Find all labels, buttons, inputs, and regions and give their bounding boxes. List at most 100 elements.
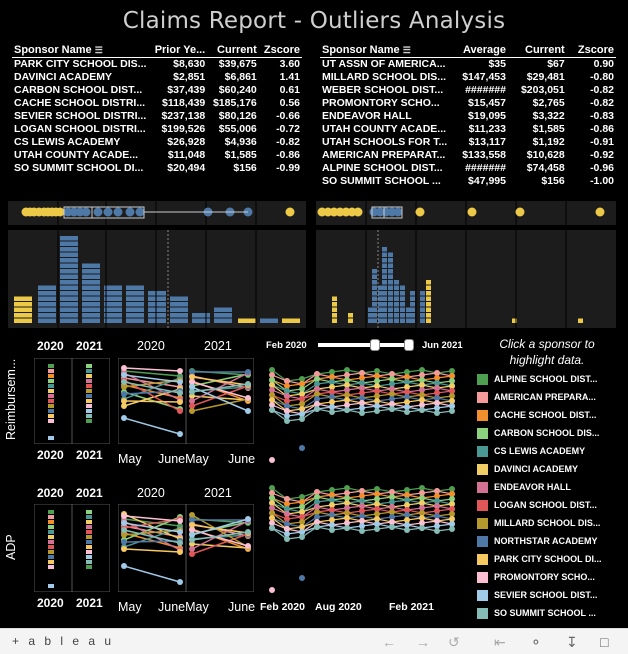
histogram-block bbox=[238, 318, 256, 323]
slope-line bbox=[123, 515, 181, 522]
table-row[interactable]: DAVINCI ACADEMY $2,851 $6,861 1.41 bbox=[12, 71, 302, 84]
timeline-point bbox=[374, 403, 380, 409]
timeline-point bbox=[284, 378, 290, 384]
col-header-average[interactable]: Average bbox=[449, 44, 508, 58]
table-row[interactable]: CARBON SCHOOL DIST... $37,439 $60,240 0.61 bbox=[12, 84, 302, 97]
strip-mark bbox=[48, 364, 54, 368]
col-header-prior[interactable]: Prior Ye... bbox=[148, 44, 208, 58]
legend-item[interactable]: NORTHSTAR ACADEMY bbox=[477, 532, 598, 550]
table-row[interactable]: UTAH COUNTY ACADE... $11,233 $1,585 -0.86 bbox=[320, 123, 616, 136]
timeline-point bbox=[404, 404, 410, 410]
table-row[interactable]: UTAH COUNTY ACADE... $11,048 $1,585 -0.86 bbox=[12, 149, 302, 162]
table-row[interactable]: MILLARD SCHOOL DIS... $147,453 $29,481 -0.8… bbox=[320, 71, 616, 84]
col-header-current[interactable]: Current bbox=[507, 44, 567, 58]
timeline-point bbox=[449, 388, 455, 394]
right-histogram[interactable] bbox=[316, 230, 616, 328]
adp-timeline-chart[interactable] bbox=[264, 482, 470, 598]
timeline-point bbox=[329, 497, 335, 503]
reimbursement-slope-chart[interactable] bbox=[118, 358, 254, 444]
reimbursement-timeline-chart[interactable] bbox=[264, 358, 470, 468]
timeline-point bbox=[269, 367, 275, 373]
legend-swatch bbox=[477, 463, 488, 475]
legend-item[interactable]: ENDEAVOR HALL bbox=[477, 478, 571, 496]
timeline-point bbox=[404, 369, 410, 375]
table-row[interactable]: SEVIER SCHOOL DISTRI... $237,138 $80,126 -0… bbox=[12, 110, 302, 123]
legend-item[interactable]: DAVINCI ACADEMY bbox=[477, 460, 578, 478]
value-cell: $35 bbox=[488, 58, 506, 70]
redo-icon[interactable]: → bbox=[416, 634, 430, 650]
histogram-block bbox=[60, 263, 78, 268]
histogram-block bbox=[372, 296, 377, 301]
reimbursement-year-strip[interactable] bbox=[34, 358, 110, 444]
table-row[interactable]: UTAH SCHOOLS FOR T... $13,117 $1,192 -0.91 bbox=[320, 136, 616, 149]
adp-slope-chart[interactable] bbox=[118, 504, 254, 592]
legend-item[interactable]: MILLARD SCHOOL DIS... bbox=[477, 514, 600, 532]
legend-item[interactable]: SEVIER SCHOOL DIST... bbox=[477, 586, 597, 604]
slider-handle-start[interactable] bbox=[370, 339, 380, 351]
timeline-point bbox=[449, 403, 455, 409]
col-header-zscore[interactable]: Zscore bbox=[258, 44, 302, 58]
left-boxplot-strip[interactable] bbox=[8, 201, 306, 225]
col-header-sponsor[interactable]: Sponsor Name ☰ bbox=[12, 44, 149, 58]
histogram-block bbox=[192, 313, 210, 318]
table-row[interactable]: CS LEWIS ACADEMY $26,928 $4,936 -0.82 bbox=[12, 136, 302, 149]
histogram-block bbox=[400, 318, 405, 323]
timeline-point bbox=[359, 528, 365, 534]
strip-mark bbox=[48, 419, 54, 423]
tableau-logo[interactable]: + a b l e a u bbox=[12, 634, 115, 648]
timeline-point bbox=[449, 511, 455, 517]
table-row[interactable]: SO SUMMIT SCHOOL DI... $20,494 $156 -0.99 bbox=[12, 162, 302, 175]
legend-item[interactable]: AMERICAN PREPARA... bbox=[477, 388, 596, 406]
table-row[interactable]: WEBER SCHOOL DIST... ####### $203,051 -0.82 bbox=[320, 84, 616, 97]
sort-icon[interactable]: ☰ bbox=[94, 45, 103, 55]
table-row[interactable]: SO SUMMIT SCHOOL ... $47,995 $156 -1.00 bbox=[320, 175, 616, 188]
slope-point bbox=[121, 372, 127, 378]
sponsor-point bbox=[93, 207, 103, 217]
col-header-sponsor[interactable]: Sponsor Name ☰ bbox=[320, 44, 450, 58]
legend-item[interactable]: CARBON SCHOOL DIS... bbox=[477, 424, 599, 442]
legend-item[interactable]: PARK CITY SCHOOL DI... bbox=[477, 550, 602, 568]
legend-item[interactable]: CACHE SCHOOL DIST... bbox=[477, 406, 596, 424]
undo-icon[interactable]: ← bbox=[382, 634, 396, 650]
month-label: JuneMay bbox=[158, 452, 209, 466]
sort-icon[interactable]: ☰ bbox=[402, 45, 411, 55]
sponsor-point bbox=[135, 207, 145, 217]
legend-item[interactable]: LOGAN SCHOOL DIST... bbox=[477, 496, 597, 514]
right-boxplot-strip[interactable] bbox=[316, 201, 616, 225]
histogram-block bbox=[38, 291, 56, 296]
histogram-block bbox=[170, 296, 188, 301]
adp-year-strip[interactable] bbox=[34, 504, 110, 592]
legend-item[interactable]: SO SUMMIT SCHOOL ... bbox=[477, 604, 596, 622]
pause-updates-icon[interactable]: ⇤ bbox=[494, 634, 506, 650]
slope-line bbox=[191, 381, 249, 399]
table-row[interactable]: LOGAN SCHOOL DISTRI... $199,526 $55,006 -0.… bbox=[12, 123, 302, 136]
instruction-text: Click a sponsor to highlight data. bbox=[499, 337, 595, 367]
table-row[interactable]: PARK CITY SCHOOL DIS... $8,630 $39,675 3.60 bbox=[12, 58, 302, 72]
timeline-point bbox=[314, 504, 320, 510]
table-row[interactable]: ENDEAVOR HALL $19,095 $3,322 -0.83 bbox=[320, 110, 616, 123]
legend-item[interactable]: ALPINE SCHOOL DIST... bbox=[477, 370, 597, 388]
fullscreen-icon[interactable]: □ bbox=[600, 634, 609, 650]
revert-icon[interactable]: ↺ bbox=[448, 634, 460, 650]
value-cell: $3,322 bbox=[532, 110, 565, 122]
left-histogram[interactable] bbox=[8, 230, 306, 328]
table-row[interactable]: PROMONTORY SCHO... $15,457 $2,765 -0.82 bbox=[320, 97, 616, 110]
timeline-point bbox=[359, 395, 365, 401]
col-header-zscore[interactable]: Zscore bbox=[566, 44, 616, 58]
table-row[interactable]: AMERICAN PREPARAT... $133,558 $10,628 -0.92 bbox=[320, 149, 616, 162]
legend-item[interactable]: CS LEWIS ACADEMY bbox=[477, 442, 585, 460]
slider-handle-end[interactable] bbox=[404, 339, 414, 351]
value-cell: $2,765 bbox=[532, 97, 565, 109]
table-row[interactable]: CACHE SCHOOL DISTRI... $118,439 $185,176 0.… bbox=[12, 97, 302, 110]
col-header-current[interactable]: Current bbox=[207, 44, 259, 58]
share-icon[interactable]: ⚬ bbox=[530, 634, 542, 650]
date-range-slider[interactable] bbox=[318, 339, 414, 351]
timeline-point bbox=[329, 389, 335, 395]
strip-mark bbox=[86, 364, 92, 368]
value-cell: $47,995 bbox=[468, 175, 506, 187]
download-icon[interactable]: ↧ bbox=[566, 634, 578, 650]
table-row[interactable]: ALPINE SCHOOL DIST... ####### $74,458 -0.96 bbox=[320, 162, 616, 175]
table-row[interactable]: UT ASSN OF AMERICA... $35 $67 0.90 bbox=[320, 58, 616, 72]
legend-item[interactable]: PROMONTORY SCHO... bbox=[477, 568, 595, 586]
value-cell: ####### bbox=[465, 162, 506, 174]
